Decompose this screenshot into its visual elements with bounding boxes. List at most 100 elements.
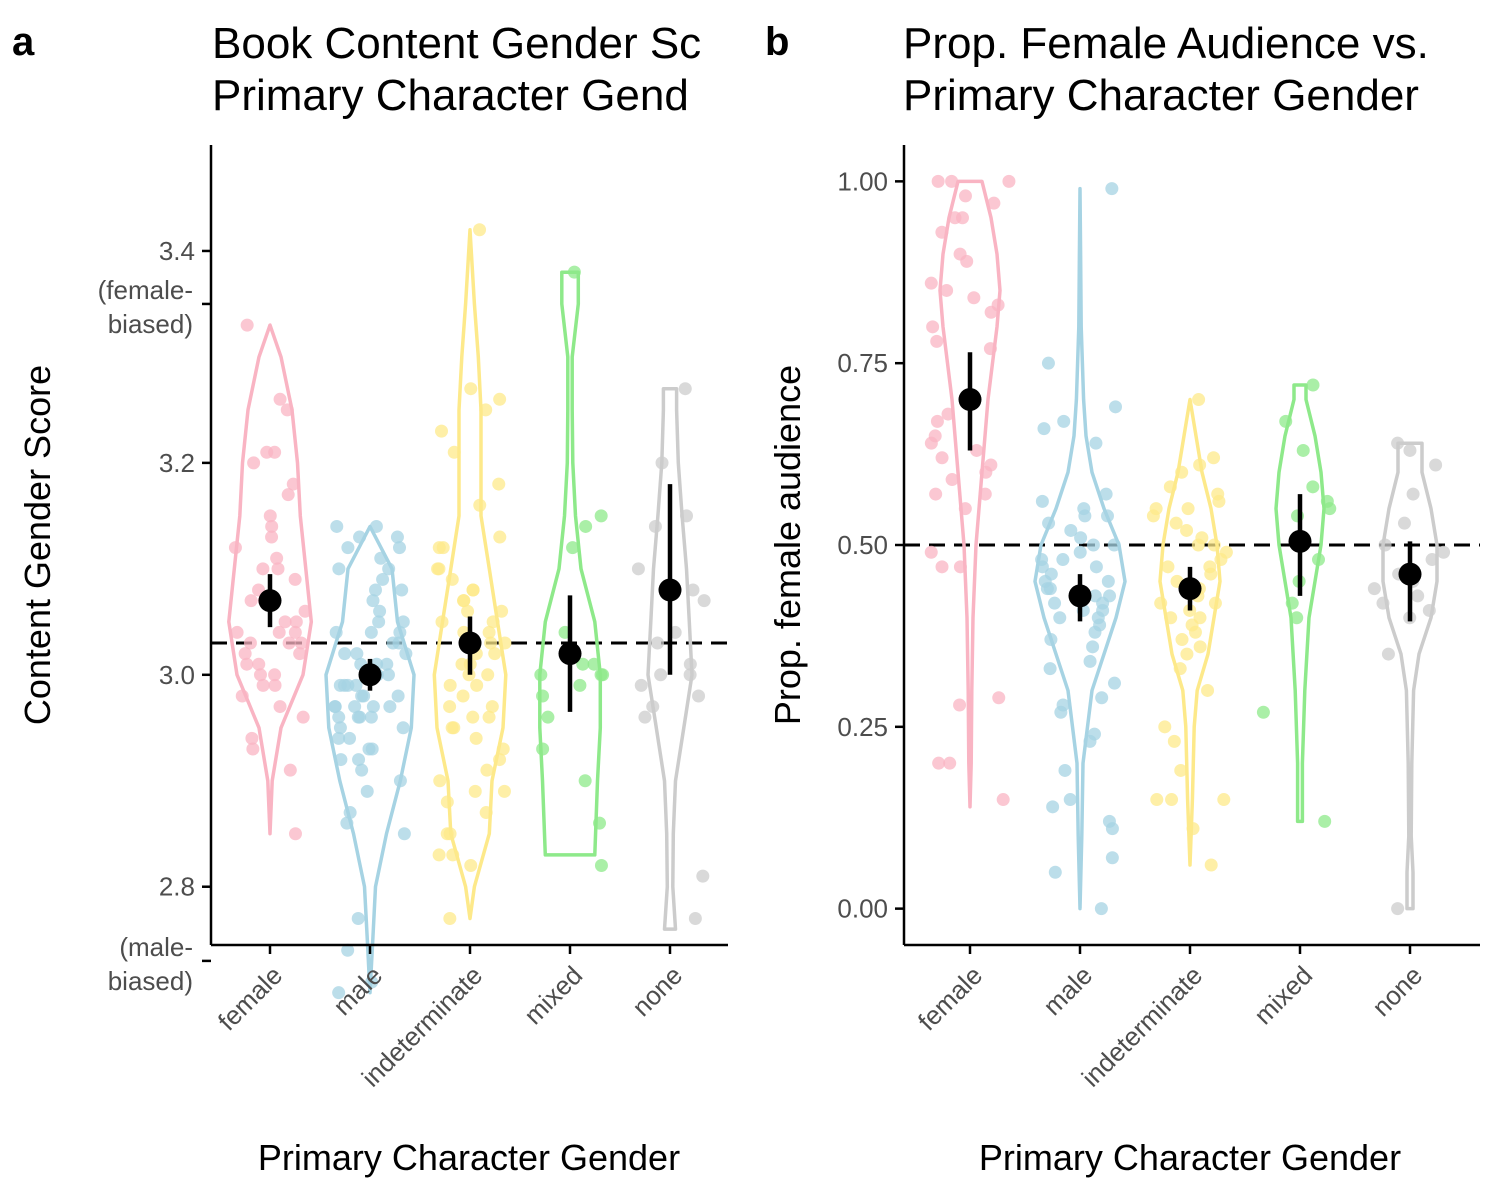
panel-b-point xyxy=(1167,734,1181,748)
panel-b-point xyxy=(1175,633,1189,647)
panel-a-point xyxy=(566,541,580,555)
panel-a-point xyxy=(343,731,357,745)
panel-b-point xyxy=(1193,640,1207,654)
panel-b: b Prop. Female Audience vs. Primary Char… xyxy=(765,19,1480,1178)
panel-a-point xyxy=(466,583,480,597)
panel-b-point xyxy=(1063,793,1077,807)
panel-b-point xyxy=(1043,662,1057,676)
panel-a-plot-area: 3.4 3.2 3.0 2.8 (female-biased) (male-biased)… xyxy=(98,145,728,1093)
panel-a-title-line-2: Primary Character Gend xyxy=(212,71,689,120)
panel-b-point xyxy=(1058,763,1072,777)
panel-b-point xyxy=(1391,902,1405,916)
panel-b-point xyxy=(1306,378,1320,392)
panel-b-point xyxy=(929,487,943,501)
panel-b-point xyxy=(945,174,959,188)
panel-a-point xyxy=(376,572,390,586)
panel-b-point xyxy=(930,334,944,348)
panel-a-point xyxy=(464,382,478,396)
panel-b-point xyxy=(1146,509,1160,523)
panel-a-y-extra-tick-label: (female- xyxy=(98,275,193,305)
panel-a-point xyxy=(247,456,261,470)
panel-a-point xyxy=(351,710,365,724)
panel-a-point xyxy=(268,668,282,682)
panel-a-point xyxy=(338,647,352,661)
panel-a-point xyxy=(328,700,342,714)
panel-a-point xyxy=(495,604,509,618)
panel-a-mean-point-female xyxy=(258,589,282,613)
panel-b-point xyxy=(1188,625,1202,639)
panel-b-x-tick-label-mixed: mixed xyxy=(1248,960,1318,1030)
panel-a-point xyxy=(244,594,258,608)
panel-a-point xyxy=(391,689,405,703)
panel-b-point xyxy=(924,276,938,290)
panel-b-point xyxy=(924,545,938,559)
panel-a-x-axis-title: Primary Character Gender xyxy=(258,1137,680,1178)
panel-a-point xyxy=(253,668,267,682)
panel-b-point xyxy=(926,320,940,334)
panel-a-point xyxy=(443,912,457,926)
panel-b-y-tick-label: 0.50 xyxy=(837,530,888,560)
panel-a-violin-none xyxy=(646,386,694,931)
panel-a-y-tick-label: 3.2 xyxy=(159,448,195,478)
panel-b-point xyxy=(931,174,945,188)
panel-a-point xyxy=(678,382,692,396)
panel-b-point xyxy=(1204,858,1218,872)
panel-a-point xyxy=(432,848,446,862)
panel-a-point xyxy=(268,678,282,692)
panel-a-point xyxy=(332,731,346,745)
panel-a-mean-point-none xyxy=(658,578,682,602)
panel-a-point xyxy=(390,530,404,544)
panel-b-x-tick-label-female: female xyxy=(912,960,988,1036)
panel-a-point xyxy=(256,678,270,692)
panel-a-point xyxy=(263,509,277,523)
panel-b-point xyxy=(1078,509,1092,523)
panel-b-point xyxy=(1089,560,1103,574)
panel-a-y-tick-label: 3.4 xyxy=(159,236,195,266)
panel-a-point xyxy=(278,615,292,629)
panel-b-y-tick-label: 0.25 xyxy=(837,712,888,742)
panel-b-point xyxy=(1107,676,1121,690)
panel-a-y-extra-tick-label: biased) xyxy=(108,309,193,339)
panel-a-point xyxy=(252,657,266,671)
panel-b-point xyxy=(1169,516,1183,530)
panel-b-point xyxy=(1109,400,1123,414)
panel-a-y-tick-label: 3.0 xyxy=(159,660,195,690)
panel-b-point xyxy=(1296,443,1310,457)
panel-b-point xyxy=(1191,538,1205,552)
panel-a-point xyxy=(692,689,706,703)
panel-b-violin-male xyxy=(1033,186,1127,911)
panel-b-point xyxy=(1048,596,1062,610)
panel-b-point xyxy=(948,211,962,225)
panel-b-point xyxy=(1086,640,1100,654)
panel-a-y-extra-tick-label: (male- xyxy=(119,932,193,962)
panel-b-violin-female xyxy=(938,179,1002,809)
panel-a-point xyxy=(443,700,457,714)
panel-b-point xyxy=(984,305,998,319)
panel-b-point xyxy=(1397,516,1411,530)
panel-a-point xyxy=(372,615,386,629)
panel-b-point xyxy=(1318,814,1332,828)
panel-a-point xyxy=(238,647,252,661)
panel-a-point xyxy=(296,710,310,724)
panel-a-point xyxy=(436,541,450,555)
panel-a-point xyxy=(246,742,260,756)
panel-b-point xyxy=(1105,822,1119,836)
panel-a-point xyxy=(576,657,590,671)
panel-a-point xyxy=(333,721,347,735)
panel-b-points-none xyxy=(1367,436,1451,916)
panel-b-violin-indeterminate xyxy=(1158,397,1222,867)
panel-b-point xyxy=(1053,611,1067,625)
panel-a-point xyxy=(395,583,409,597)
panel-b-point xyxy=(1381,647,1395,661)
panel-b-point xyxy=(996,793,1010,807)
panel-a-y-axis-title: Content Gender Score xyxy=(17,365,58,725)
panel-a-point xyxy=(373,604,387,618)
panel-b-point xyxy=(992,691,1006,705)
panel-a-point xyxy=(351,912,365,926)
panel-a-point xyxy=(431,562,445,576)
panel-a-point xyxy=(468,784,482,798)
panel-b-point xyxy=(1437,545,1451,559)
panel-a-point xyxy=(355,763,369,777)
panel-b-point xyxy=(940,283,954,297)
